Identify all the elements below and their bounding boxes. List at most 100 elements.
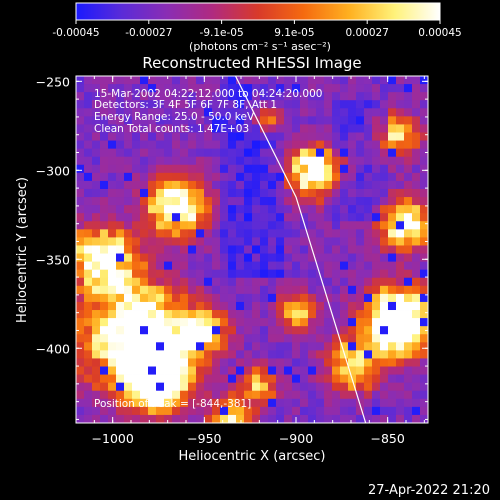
heatmap-cell: [292, 84, 301, 93]
heatmap-cell: [316, 406, 325, 416]
heatmap-cell: [300, 132, 309, 141]
heatmap-cell: [388, 374, 397, 384]
heatmap-cell: [340, 188, 349, 198]
heatmap-cell: [308, 132, 317, 141]
heatmap-cell: [124, 221, 133, 230]
heatmap-cell: [356, 197, 365, 206]
heatmap-cell: [212, 156, 221, 166]
heatmap-cell: [140, 277, 149, 287]
heatmap-cell: [180, 76, 189, 85]
heatmap-cell: [332, 366, 341, 375]
heatmap-cell: [76, 124, 85, 133]
heatmap-cell: [388, 293, 397, 303]
heatmap-cell: [164, 245, 173, 254]
heatmap-cell: [236, 318, 245, 327]
heatmap-cell: [172, 229, 181, 238]
heatmap-cell: [420, 301, 428, 311]
heatmap-cell: [284, 269, 293, 279]
heatmap-cell: [108, 197, 117, 206]
heatmap-cell: [156, 277, 165, 287]
heatmap-cell: [204, 293, 213, 303]
heatmap-cell: [236, 366, 245, 375]
heatmap-cell: [124, 301, 133, 311]
heatmap-cell: [172, 76, 181, 85]
heatmap-cell: [412, 269, 421, 279]
heatmap-cell: [244, 172, 253, 182]
heatmap-cell: [260, 269, 269, 279]
heatmap-cell: [324, 261, 333, 271]
heatmap-cell: [172, 390, 181, 400]
heatmap-cell: [196, 116, 205, 125]
heatmap-cell: [292, 261, 301, 271]
heatmap-cell: [172, 414, 181, 423]
heatmap-cell: [380, 406, 389, 416]
heatmap-cell: [276, 350, 285, 359]
heatmap-cell: [84, 342, 93, 351]
heatmap-cell: [284, 188, 293, 198]
heatmap-cell: [380, 301, 389, 311]
heatmap-cell: [276, 414, 285, 423]
heatmap-cell: [148, 334, 157, 343]
heatmap-cell: [268, 164, 277, 174]
heatmap-cell: [340, 374, 349, 384]
heatmap-cell: [244, 277, 253, 287]
heatmap-cell: [404, 318, 413, 327]
heatmap-cell: [132, 180, 141, 190]
heatmap-cell: [356, 261, 365, 271]
heatmap-cell: [284, 245, 293, 254]
heatmap-cell: [380, 390, 389, 400]
heatmap-cell: [140, 229, 149, 238]
heatmap-cell: [156, 164, 165, 174]
heatmap-cell: [92, 100, 101, 109]
heatmap-cell: [260, 310, 269, 319]
heatmap-cell: [132, 237, 141, 246]
heatmap-cell: [220, 350, 229, 359]
heatmap-cell: [116, 156, 125, 166]
heatmap-cell: [188, 156, 197, 166]
heatmap-cell: [156, 293, 165, 303]
heatmap-cell: [372, 197, 381, 206]
heatmap-cell: [84, 406, 93, 416]
heatmap-cell: [388, 334, 397, 343]
heatmap-cell: [212, 172, 221, 182]
heatmap-cell: [164, 237, 173, 246]
heatmap-cell: [212, 334, 221, 343]
heatmap-cell: [268, 382, 277, 392]
heatmap-cell: [172, 334, 181, 343]
heatmap-cell: [372, 390, 381, 400]
heatmap-cell: [180, 84, 189, 93]
heatmap-cell: [172, 269, 181, 279]
heatmap-cell: [100, 374, 109, 384]
heatmap-cell: [212, 374, 221, 384]
heatmap-cell: [148, 261, 157, 271]
heatmap-cell: [116, 334, 125, 343]
heatmap-cell: [364, 301, 373, 311]
heatmap-cell: [164, 140, 173, 150]
heatmap-cell: [292, 180, 301, 190]
heatmap-cell: [204, 301, 213, 311]
heatmap-cell: [348, 76, 357, 85]
heatmap-cell: [340, 310, 349, 319]
heatmap-cell: [76, 213, 85, 222]
heatmap-cell: [220, 261, 229, 271]
heatmap-cell: [132, 84, 141, 93]
heatmap-cell: [132, 229, 141, 238]
heatmap-cell: [348, 213, 357, 222]
heatmap-cell: [260, 245, 269, 254]
heatmap-cell: [284, 124, 293, 133]
heatmap-cell: [100, 140, 109, 150]
heatmap-cell: [172, 245, 181, 254]
heatmap-cell: [396, 301, 405, 311]
heatmap-cell: [380, 342, 389, 351]
heatmap-cell: [180, 172, 189, 182]
heatmap-cell: [332, 285, 341, 295]
heatmap-cell: [236, 342, 245, 351]
heatmap-cell: [356, 326, 365, 335]
heatmap-cell: [196, 358, 205, 367]
solar-limb-line: [234, 76, 367, 423]
heatmap-cell: [84, 334, 93, 343]
heatmap-cell: [156, 188, 165, 198]
heatmap-cell: [420, 132, 428, 141]
heatmap-cell: [324, 116, 333, 125]
heatmap-cell: [140, 414, 149, 423]
